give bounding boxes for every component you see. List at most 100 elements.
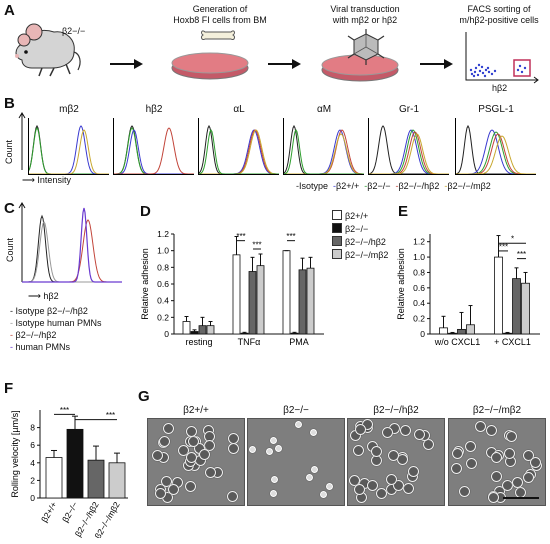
culture-dish-icon: [171, 52, 249, 80]
intensity-axis-label: ⟶ Intensity: [22, 175, 71, 186]
histogram-curve-ko: [369, 129, 449, 174]
histogram-4: αM: [283, 104, 364, 175]
y-tick-label: 1.2: [157, 229, 169, 239]
panel-d-chart: 0 0.2 0.4 0.6 0.8 1.0 1.2 Relative adhesion rest…: [140, 229, 324, 347]
d-legend-1: β2−/−: [332, 223, 388, 236]
micrograph-label: β2−/−/mβ2: [472, 405, 522, 416]
cell: [400, 425, 412, 437]
y-tick-label: 0: [164, 329, 169, 339]
cell: [177, 444, 189, 456]
micrograph-2: β2−/−: [247, 405, 345, 506]
category-label: + CXCL1: [494, 337, 531, 347]
micrograph-label: β2−/−/hβ2: [373, 405, 419, 416]
cell: [451, 447, 463, 459]
legend-m: -β2−/−/mβ2: [444, 181, 491, 191]
d-legend-0: β2+/+: [332, 210, 388, 223]
c-arrow-icon: ⟶: [28, 291, 41, 301]
cell: [154, 487, 166, 499]
intensity-arrow-icon: ⟶: [22, 175, 35, 185]
panel-letter-a: A: [4, 2, 15, 19]
y-tick-label: 1.0: [157, 246, 169, 256]
cell: [423, 438, 435, 450]
bar: [466, 324, 475, 335]
histogram-curve-ko: [199, 129, 279, 174]
cell: [184, 481, 196, 493]
histogram-curve-ko: [284, 129, 364, 174]
cell: [371, 455, 383, 467]
bar: [108, 462, 126, 499]
c-legend-3: - human PMNs: [10, 342, 71, 352]
arrow-icon: [420, 59, 453, 69]
cell: [185, 451, 197, 463]
c-xlabel-text: hβ2: [43, 291, 59, 301]
cell: [491, 451, 503, 463]
bar: [256, 265, 265, 335]
bar: [45, 457, 63, 499]
histogram-curve-ko: [29, 126, 109, 174]
significance-stars: ***: [499, 242, 508, 251]
y-tick-label: 4: [30, 458, 35, 468]
cell: [162, 422, 174, 434]
panel-letter-b: B: [4, 95, 15, 112]
cell: [226, 490, 238, 502]
panel-e-chart: 0 0.2 0.4 0.6 0.8 1.0 1.2 Relative adhesion w/o …: [396, 234, 540, 347]
panel-letter-d: D: [140, 203, 151, 220]
panel-letter-e: E: [398, 203, 409, 220]
arrow-icon: [110, 59, 143, 69]
legend-h: -β2−/−/hβ2: [395, 181, 440, 191]
panel-letter-c: C: [4, 200, 15, 217]
y-tick-label: 0.2: [157, 312, 169, 322]
arrow-icon: [268, 59, 301, 69]
panel-letter-f: F: [4, 380, 14, 397]
c-legend-1: - Isotype human PMNs: [10, 318, 102, 328]
cell: [381, 427, 393, 439]
cell: [451, 463, 463, 475]
category-label: PMA: [289, 337, 309, 347]
histogram-curve-m: [284, 133, 364, 174]
bar: [306, 267, 315, 335]
histogram-title: mβ2: [59, 104, 79, 115]
bar: [190, 331, 199, 335]
cell: [310, 428, 318, 436]
d-legend-2: β2−/−/hβ2: [332, 236, 388, 249]
cell: [168, 484, 180, 496]
micrograph-3: β2−/−/hβ2: [347, 405, 445, 506]
histogram-title: αM: [316, 104, 332, 115]
histogram-curve-wt: [29, 125, 109, 174]
micrograph-label: β2−/−: [283, 405, 309, 416]
cell: [185, 425, 197, 437]
legend-ko: -β2−/−: [364, 181, 391, 191]
y-tick-label: 8: [30, 423, 35, 433]
facs-axis-label: hβ2: [492, 83, 508, 93]
significance-stars: ***: [106, 411, 115, 420]
histogram-curve-isotype: [199, 124, 279, 174]
y-tick-label: 0.2: [413, 314, 425, 324]
step3-label: FACS sorting of m/hβ2-positive cells: [459, 4, 539, 25]
category-label: w/o CXCL1: [434, 337, 481, 347]
bar: [494, 256, 503, 335]
cell: [408, 466, 420, 478]
histogram-title: hβ2: [145, 104, 163, 115]
cell: [367, 480, 379, 492]
significance-stars: ***: [286, 232, 295, 241]
y-tick-label: 0: [420, 329, 425, 339]
cell: [485, 424, 497, 436]
cell: [228, 443, 240, 455]
histogram-curve-isotype: [284, 124, 364, 174]
cell: [403, 483, 415, 495]
mouse-genotype-label: β2−/−: [62, 26, 86, 36]
y-axis-label: Rolling velocity [µm/s]: [10, 410, 20, 497]
cell: [512, 476, 524, 488]
bar: [503, 332, 512, 335]
histogram-curve-h: [114, 127, 194, 174]
d-legend-3: β2−/−/mβ2: [332, 249, 388, 262]
bar: [198, 325, 207, 335]
histogram-curve-wt: [369, 129, 449, 174]
histogram-title: PSGL-1: [478, 104, 514, 115]
cell: [393, 480, 405, 492]
c-legend-2: - β2−/−/hβ2: [10, 330, 57, 340]
histogram-curve-ko: [456, 131, 536, 174]
significance-stars: ***: [517, 250, 526, 259]
histogram-5: Gr-1: [368, 104, 449, 175]
cell: [159, 435, 171, 447]
